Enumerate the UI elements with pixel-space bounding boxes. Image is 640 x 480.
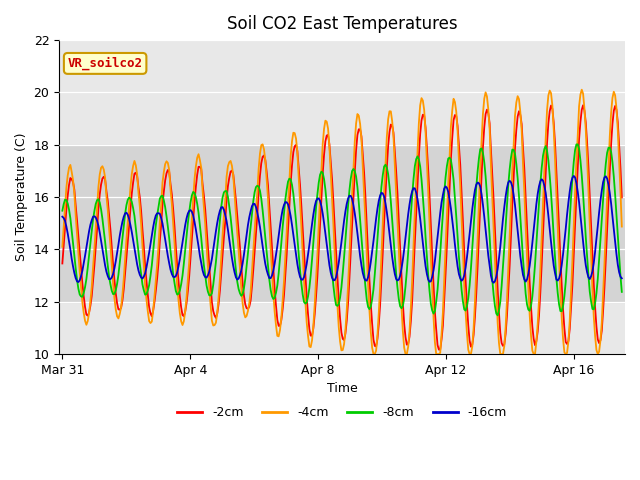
-16cm (596, 198, 604, 204)
Line: -8cm: -8cm (62, 144, 622, 315)
-2cm (435, 347, 443, 352)
-2cm (245, 304, 253, 310)
-4cm (370, 351, 378, 357)
-16cm (570, 173, 577, 179)
-8cm (494, 312, 502, 318)
-8cm (245, 237, 253, 243)
-16cm (618, 276, 626, 281)
-8cm (77, 294, 85, 300)
-8cm (58, 208, 66, 214)
-2cm (335, 297, 342, 303)
-4cm (77, 284, 85, 289)
Bar (59, 145, 625, 302)
X-axis label: Time: Time (326, 383, 358, 396)
-16cm (58, 214, 66, 219)
-2cm (58, 261, 66, 266)
-2cm (308, 333, 316, 338)
-2cm (618, 194, 626, 200)
-8cm (335, 301, 342, 307)
Legend: -2cm, -4cm, -8cm, -16cm: -2cm, -4cm, -8cm, -16cm (172, 401, 512, 424)
-8cm (574, 142, 582, 147)
-16cm (335, 260, 342, 265)
-16cm (245, 215, 253, 220)
Line: -2cm: -2cm (62, 105, 622, 349)
-4cm (308, 337, 316, 343)
-16cm (77, 273, 85, 279)
-16cm (490, 280, 497, 286)
-8cm (596, 237, 604, 243)
-2cm (579, 102, 587, 108)
-16cm (520, 276, 528, 282)
-8cm (308, 257, 316, 263)
Line: -4cm: -4cm (62, 90, 622, 354)
-4cm (596, 337, 604, 343)
Y-axis label: Soil Temperature (C): Soil Temperature (C) (15, 133, 28, 261)
-8cm (618, 289, 626, 295)
-2cm (596, 337, 604, 343)
Line: -16cm: -16cm (62, 176, 622, 283)
-4cm (520, 189, 528, 195)
Title: Soil CO2 East Temperatures: Soil CO2 East Temperatures (227, 15, 458, 33)
-8cm (520, 274, 528, 280)
-2cm (77, 264, 85, 270)
-2cm (520, 166, 528, 172)
-4cm (618, 224, 626, 229)
Text: VR_soilco2: VR_soilco2 (68, 57, 143, 70)
-4cm (578, 87, 586, 93)
-4cm (58, 244, 66, 250)
-16cm (308, 221, 316, 227)
-4cm (335, 324, 342, 330)
-4cm (245, 300, 253, 306)
